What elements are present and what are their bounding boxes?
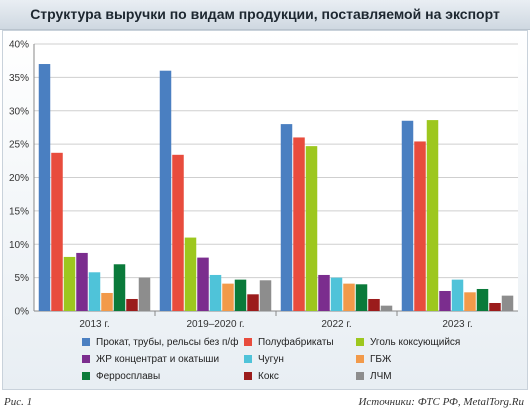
bar xyxy=(138,277,151,311)
y-tick-label: 30% xyxy=(9,106,29,117)
legend-item: Кокс xyxy=(244,371,279,382)
legend-item: Ферросплавы xyxy=(82,371,160,382)
bar xyxy=(126,298,138,311)
legend-label: Полуфабрикаты xyxy=(258,337,334,348)
y-tick-label: 35% xyxy=(9,73,29,84)
bar xyxy=(318,274,330,311)
bar xyxy=(355,284,368,311)
bar xyxy=(501,295,514,311)
bar xyxy=(489,302,501,311)
legend-swatch xyxy=(356,338,364,346)
bar xyxy=(401,120,414,311)
chart-title: Структура выручки по видам продукции, по… xyxy=(30,6,500,22)
figure-label: Рис. 1 xyxy=(4,396,33,408)
bar xyxy=(113,264,126,311)
legend-item: Чугун xyxy=(244,354,284,365)
bar xyxy=(451,279,464,311)
y-tick-label: 25% xyxy=(9,140,29,151)
bar xyxy=(426,120,439,311)
legend-swatch xyxy=(244,355,252,363)
legend-item: Уголь коксующийся xyxy=(356,337,460,348)
bar xyxy=(234,279,247,311)
legend-label: ЛЧМ xyxy=(370,371,392,382)
y-tick-label: 10% xyxy=(9,240,29,251)
bar xyxy=(414,141,426,311)
bar xyxy=(368,298,380,311)
bar xyxy=(63,256,76,311)
legend-item: Полуфабрикаты xyxy=(244,337,334,348)
bar xyxy=(88,272,101,311)
y-tick-label: 15% xyxy=(9,206,29,217)
bar xyxy=(259,280,272,311)
legend-swatch xyxy=(82,355,90,363)
bar xyxy=(101,292,113,311)
legend-swatch xyxy=(244,372,252,380)
legend-label: Кокс xyxy=(258,371,279,382)
bar xyxy=(305,146,318,311)
y-tick-label: 20% xyxy=(9,173,29,184)
legend-swatch xyxy=(356,355,364,363)
y-tick-label: 5% xyxy=(15,273,30,284)
x-tick-label: 2019–2020 г. xyxy=(186,319,244,330)
bar xyxy=(76,252,88,311)
bar xyxy=(280,124,293,311)
bar xyxy=(38,64,51,312)
legend-label: Уголь коксующийся xyxy=(370,337,461,348)
legend-item: ЛЧМ xyxy=(356,371,392,382)
title-bar: Структура выручки по видам продукции, по… xyxy=(0,0,530,30)
x-tick-label: 2023 г. xyxy=(442,319,472,330)
y-tick-label: 40% xyxy=(9,40,29,51)
bar xyxy=(380,305,393,311)
legend-swatch xyxy=(356,372,364,380)
legend-swatch xyxy=(82,338,90,346)
bar xyxy=(439,290,451,311)
legend-swatch xyxy=(244,338,252,346)
bar xyxy=(247,294,259,311)
legend-item: Прокат, трубы, рельсы без п/ф xyxy=(82,337,238,348)
legend: Прокат, трубы, рельсы без п/ф Полуфабрика… xyxy=(72,333,480,389)
bar xyxy=(330,277,343,311)
bar xyxy=(464,292,476,311)
legend-label: ГБЖ xyxy=(370,354,392,365)
legend-label: Прокат, трубы, рельсы без п/ф xyxy=(96,337,239,348)
bar xyxy=(197,257,209,311)
source-note: Источники: ФТС РФ, MetalTorg.Ru xyxy=(358,396,524,408)
bar xyxy=(172,154,184,311)
bar xyxy=(209,274,222,311)
y-tick-label: 0% xyxy=(15,307,30,318)
legend-item: ЖР концентрат и окатыши xyxy=(82,354,219,365)
bar xyxy=(343,283,355,311)
bar xyxy=(51,152,63,311)
bar xyxy=(184,237,197,311)
bar xyxy=(159,70,172,311)
legend-swatch xyxy=(82,372,90,380)
x-tick-label: 2013 г. xyxy=(79,319,109,330)
legend-label: Ферросплавы xyxy=(96,371,161,382)
legend-item: ГБЖ xyxy=(356,354,391,365)
x-tick-label: 2022 г. xyxy=(321,319,351,330)
legend-label: Чугун xyxy=(258,354,284,365)
legend-label: ЖР концентрат и окатыши xyxy=(96,354,220,365)
bar xyxy=(293,137,305,311)
bar xyxy=(222,283,234,311)
bar xyxy=(476,288,489,311)
